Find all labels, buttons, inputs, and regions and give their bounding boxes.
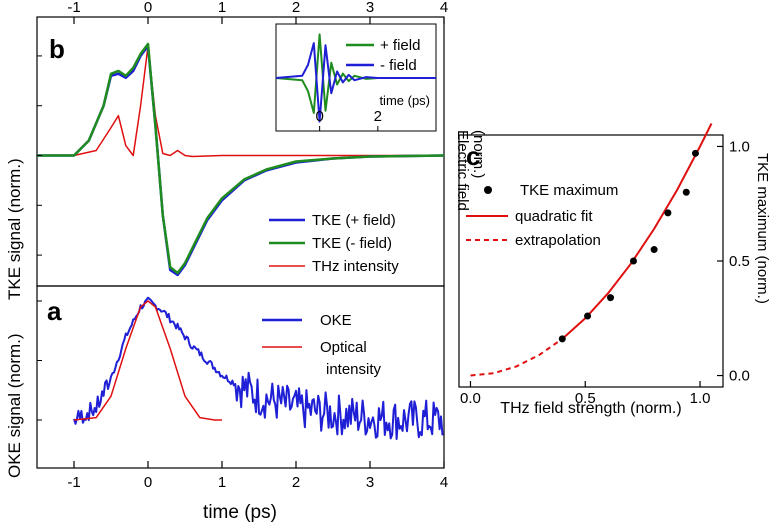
panel-c-ytick-label: 0.0 <box>729 368 750 385</box>
panel-c-extrapolation-line <box>470 338 563 377</box>
panel-a-tick-label: -1 <box>67 474 80 491</box>
panel-c-ylabel: TKE maximum (norm.) <box>754 153 771 304</box>
panel-c-point <box>629 257 637 265</box>
panel-c-point <box>650 246 658 254</box>
panel-c-axes: 0.0 0.5 1.0 0.0 0.5 1.0 <box>460 138 750 407</box>
legend-label-tke-max: TKE maximum <box>520 182 618 199</box>
inset-ylabel-2: (norm.) <box>470 130 487 178</box>
panel-a-plot <box>73 296 444 440</box>
legend-label-tke-plus: TKE (+ field) <box>312 212 396 229</box>
panel-a-tick-label: 0 <box>144 474 152 491</box>
inset-tick-label: 2 <box>374 108 382 125</box>
panel-a-frame <box>36 285 445 469</box>
panel-a-bottom-axis: -1 0 1 2 3 4 <box>37 300 448 491</box>
panel-c-point <box>682 188 690 196</box>
panel-a-tick-label: 2 <box>292 474 300 491</box>
panel-a-xlabel: time (ps) <box>203 502 277 523</box>
inset-tick-label: 0 <box>315 108 323 125</box>
panel-c-ytick-label: 1.0 <box>729 138 750 155</box>
panel-a-tick-label: 4 <box>440 474 448 491</box>
panel-c-xtick-label: 0.0 <box>460 390 481 407</box>
inset-ylabel-1: Electric field <box>454 130 471 211</box>
panel-b-tick-label: 2 <box>292 0 300 16</box>
panel-c-point <box>558 335 566 343</box>
legend-label-fit: quadratic fit <box>515 208 593 225</box>
legend-label-thz: THz intensity <box>312 258 399 275</box>
panel-b-tick-label: 1 <box>218 0 226 16</box>
panel-c-label: c <box>466 141 480 171</box>
panel-b-tick-label: 3 <box>366 0 374 16</box>
legend-label-optical-2: intensity <box>326 361 382 378</box>
legend-label-tke-minus: TKE (- field) <box>312 235 392 252</box>
inset-xlabel: time (ps) <box>379 93 430 108</box>
panel-a-series-oke <box>73 296 444 440</box>
panel-b-ylabel: TKE signal (norm.) <box>5 158 24 300</box>
legend-label-minus-field: - field <box>380 57 417 74</box>
panel-a-tick-label: 3 <box>366 474 374 491</box>
legend-label-extrapolation: extrapolation <box>515 232 601 249</box>
panel-c-point <box>584 312 592 320</box>
panel-a-tick-label: 1 <box>218 474 226 491</box>
panel-c-point <box>607 294 615 302</box>
panel-c-legend: TKE maximum quadratic fit extrapolation <box>466 182 618 249</box>
panel-c-point <box>664 209 672 217</box>
panel-b-top-axis: -1 0 1 2 3 4 <box>37 0 448 256</box>
panel-b-label: b <box>49 34 65 64</box>
panel-a-legend: OKE Optical intensity <box>262 312 382 378</box>
inset-legend: + field - field <box>346 37 420 74</box>
panel-c-frame <box>458 134 724 388</box>
panel-a-ylabel: OKE signal (norm.) <box>5 333 24 478</box>
panel-c-ytick-label: 0.5 <box>729 253 750 270</box>
panel-c-xtick-label: 0.5 <box>575 390 596 407</box>
legend-label-plus-field: + field <box>380 37 420 54</box>
panel-b-tick-label: -1 <box>67 0 80 16</box>
legend-swatch-tke-max <box>484 186 492 194</box>
legend-label-optical-1: Optical <box>320 339 367 356</box>
panel-c-xlabel: THz field strength (norm.) <box>500 400 681 417</box>
panel-b-legend: TKE (+ field) TKE (- field) THz intensit… <box>269 212 399 275</box>
panel-b-tick-label: 0 <box>144 0 152 16</box>
panel-b-plot <box>37 42 445 277</box>
inset-series-1 <box>275 42 436 123</box>
panel-a-series-optical <box>73 300 222 421</box>
panel-a-label: a <box>47 296 62 326</box>
legend-label-oke: OKE <box>320 312 352 329</box>
panel-c-point <box>691 149 699 157</box>
panel-c-plot <box>470 123 713 377</box>
panel-c-xtick-label: 1.0 <box>690 390 711 407</box>
panel-b-tick-label: 4 <box>440 0 448 16</box>
panel-b-series-1 <box>37 42 445 275</box>
